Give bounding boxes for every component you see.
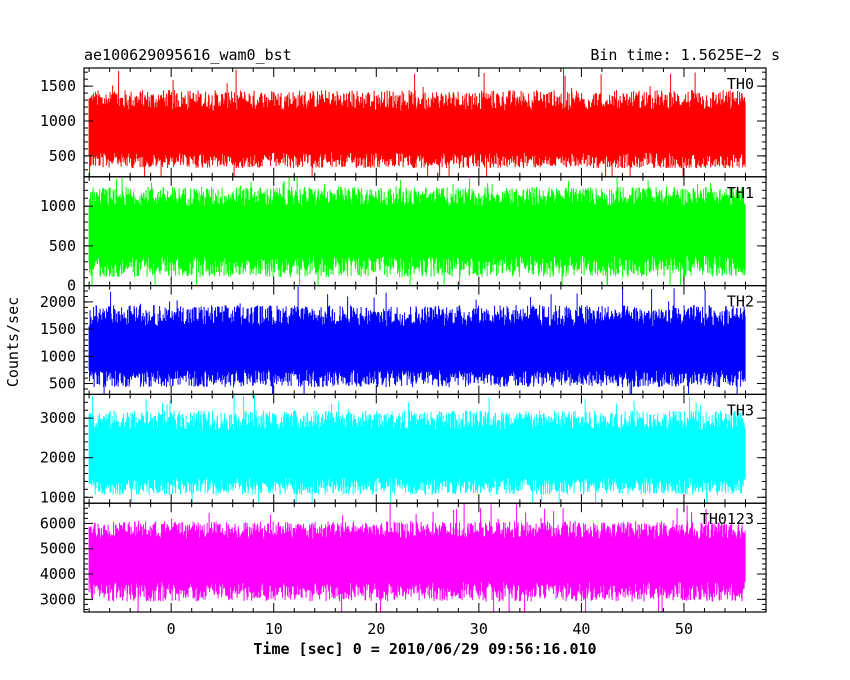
x-axis-label: Time [sec] 0 = 2010/06/29 09:56:16.010 <box>253 640 596 658</box>
panel-frame <box>83 502 767 613</box>
panel-th0123: 3000 4000 5000 6000 TH0123 <box>40 502 767 613</box>
y-tick-label: 500 <box>49 147 76 165</box>
panel-th3: 1000 2000 3000 TH3 <box>40 393 767 506</box>
x-tick-label: 30 <box>470 620 488 638</box>
panel-th2: 500 1000 1500 2000 TH2 <box>40 285 767 396</box>
series-th3 <box>88 394 746 504</box>
y-tick-label: 2000 <box>40 449 76 467</box>
series-th0 <box>88 68 746 177</box>
y-tick-label: 3000 <box>40 590 76 608</box>
y-tick-label: 500 <box>49 375 76 393</box>
y-tick-label: 3000 <box>40 409 76 427</box>
y-tick-label: 1000 <box>40 488 76 506</box>
panel-th1: 0 500 1000 TH1 <box>40 176 767 295</box>
series-th2 <box>88 286 746 395</box>
panel-label: TH0 <box>727 75 754 93</box>
x-tick-label: 50 <box>675 620 693 638</box>
y-axis-label: Counts/sec <box>4 297 22 387</box>
panel-label: TH1 <box>727 184 754 202</box>
y-tick-label: 1500 <box>40 320 76 338</box>
bin-time-label: Bin time: 1.5625E−2 s <box>590 46 780 64</box>
panel-label: TH0123 <box>700 510 754 528</box>
y-tick-label: 5000 <box>40 540 76 558</box>
panel-label: TH3 <box>727 401 754 419</box>
y-tick-label: 6000 <box>40 514 76 532</box>
y-tick-label: 0 <box>67 277 76 295</box>
y-tick-label: 500 <box>49 237 76 255</box>
chart-title: ae100629095616_wam0_bst <box>84 46 292 64</box>
y-tick-label: 1000 <box>40 347 76 365</box>
series-th1 <box>88 176 746 286</box>
x-tick-label: 40 <box>572 620 590 638</box>
x-tick-label: 10 <box>265 620 283 638</box>
x-tick-label: 20 <box>367 620 385 638</box>
series-th0123 <box>88 503 746 612</box>
y-tick-label: 1000 <box>40 112 76 130</box>
x-tick-label: 0 <box>167 620 176 638</box>
y-tick-label: 4000 <box>40 565 76 583</box>
y-tick-label: 1500 <box>40 77 76 95</box>
panel-th0: 500 1000 1500 TH0 <box>40 67 767 178</box>
y-tick-label: 2000 <box>40 293 76 311</box>
y-tick-label: 1000 <box>40 197 76 215</box>
panel-label: TH2 <box>727 293 754 311</box>
